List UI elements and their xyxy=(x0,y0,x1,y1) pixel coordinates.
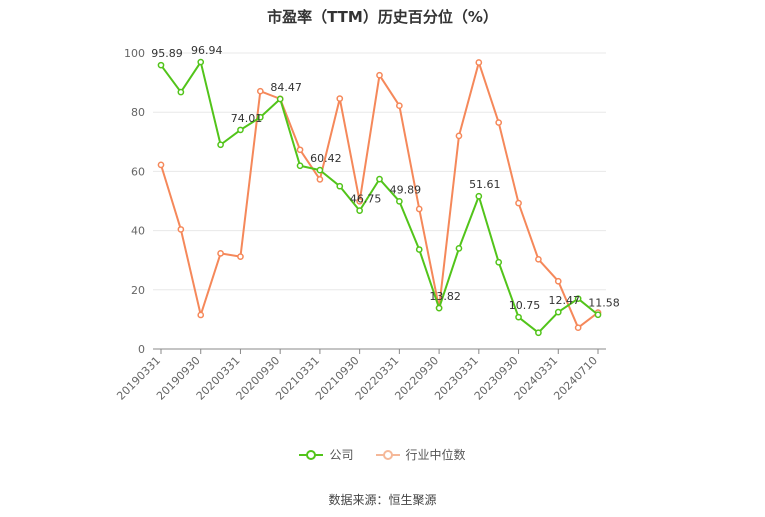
data-point xyxy=(356,197,363,205)
data-point xyxy=(554,277,562,285)
data-label: 10.75 xyxy=(509,299,541,312)
y-tick-label: 40 xyxy=(131,225,145,238)
line-chart: 0204060801002019033120190930202003312020… xyxy=(114,44,620,403)
data-point xyxy=(217,250,224,257)
data-point xyxy=(316,166,324,174)
data-point xyxy=(256,87,264,95)
grid-lines xyxy=(153,52,606,291)
legend-item-company[interactable]: 公司 xyxy=(299,446,354,463)
data-point xyxy=(316,176,324,183)
data-point xyxy=(535,329,542,337)
chart-title: 市盈率（TTM）历史百分位（%） xyxy=(267,8,498,26)
data-label: 60.42 xyxy=(310,152,342,165)
data-point xyxy=(177,88,185,96)
data-point xyxy=(376,71,383,79)
data-label: 12.47 xyxy=(549,294,581,307)
data-label: 13.82 xyxy=(429,290,461,303)
data-point xyxy=(376,175,383,183)
data-point xyxy=(574,324,582,332)
data-point xyxy=(177,226,185,233)
data-point xyxy=(515,313,522,321)
data-labels: 95.89 96.94 74.01 84.47 60.42 46.75 49.89 13.82… xyxy=(151,44,620,312)
legend-item-industry[interactable]: 行业中位数 xyxy=(375,446,466,463)
y-tick-label: 0 xyxy=(138,343,145,356)
data-label: 95.89 xyxy=(151,47,183,60)
data-point xyxy=(296,146,304,154)
data-point xyxy=(455,245,463,252)
data-point xyxy=(237,126,244,134)
y-tick-label: 20 xyxy=(131,284,145,297)
data-point xyxy=(197,311,205,319)
data-point xyxy=(157,161,165,169)
legend-industry-marker xyxy=(375,449,400,460)
data-point xyxy=(455,132,463,140)
data-point xyxy=(336,182,344,190)
data-point xyxy=(237,253,244,260)
data-point xyxy=(515,199,522,207)
y-tick-label: 60 xyxy=(131,165,145,178)
axes: 0204060801002019033120190930202003312020… xyxy=(114,47,606,403)
data-source: 数据来源：恒生聚源 xyxy=(328,493,437,507)
data-point xyxy=(356,207,363,214)
legend-company-marker xyxy=(299,449,324,460)
data-label: 46.75 xyxy=(350,193,382,206)
data-label: 51.61 xyxy=(469,178,501,191)
data-point xyxy=(495,258,503,266)
legend-industry-label: 行业中位数 xyxy=(405,448,466,462)
y-tick-label: 80 xyxy=(131,106,145,119)
data-point xyxy=(475,192,483,200)
data-label: 84.47 xyxy=(270,81,302,94)
data-point xyxy=(435,304,443,312)
data-point xyxy=(336,95,344,102)
legend-company-label: 公司 xyxy=(329,448,354,462)
data-point xyxy=(276,95,284,103)
data-label: 74.01 xyxy=(231,112,263,125)
data-point xyxy=(475,59,483,66)
data-label: 49.89 xyxy=(390,183,422,196)
data-point xyxy=(554,308,562,316)
y-tick-label: 100 xyxy=(124,47,145,60)
data-point xyxy=(594,311,602,319)
data-point xyxy=(157,61,165,69)
data-point xyxy=(396,197,403,205)
x-tick-label: 20240710 xyxy=(551,354,600,403)
data-point xyxy=(197,58,205,66)
data-point xyxy=(296,162,304,170)
data-point xyxy=(415,205,423,213)
data-label: 96.94 xyxy=(191,44,223,57)
data-point xyxy=(256,113,264,121)
data-point xyxy=(217,141,224,149)
data-point xyxy=(495,119,503,126)
series-lines xyxy=(157,58,602,337)
data-label: 11.58 xyxy=(588,297,620,310)
data-point xyxy=(574,295,582,303)
data-point xyxy=(415,246,423,253)
legend: 公司 行业中位数 xyxy=(0,446,765,463)
data-point xyxy=(396,102,403,110)
data-point xyxy=(535,255,542,263)
